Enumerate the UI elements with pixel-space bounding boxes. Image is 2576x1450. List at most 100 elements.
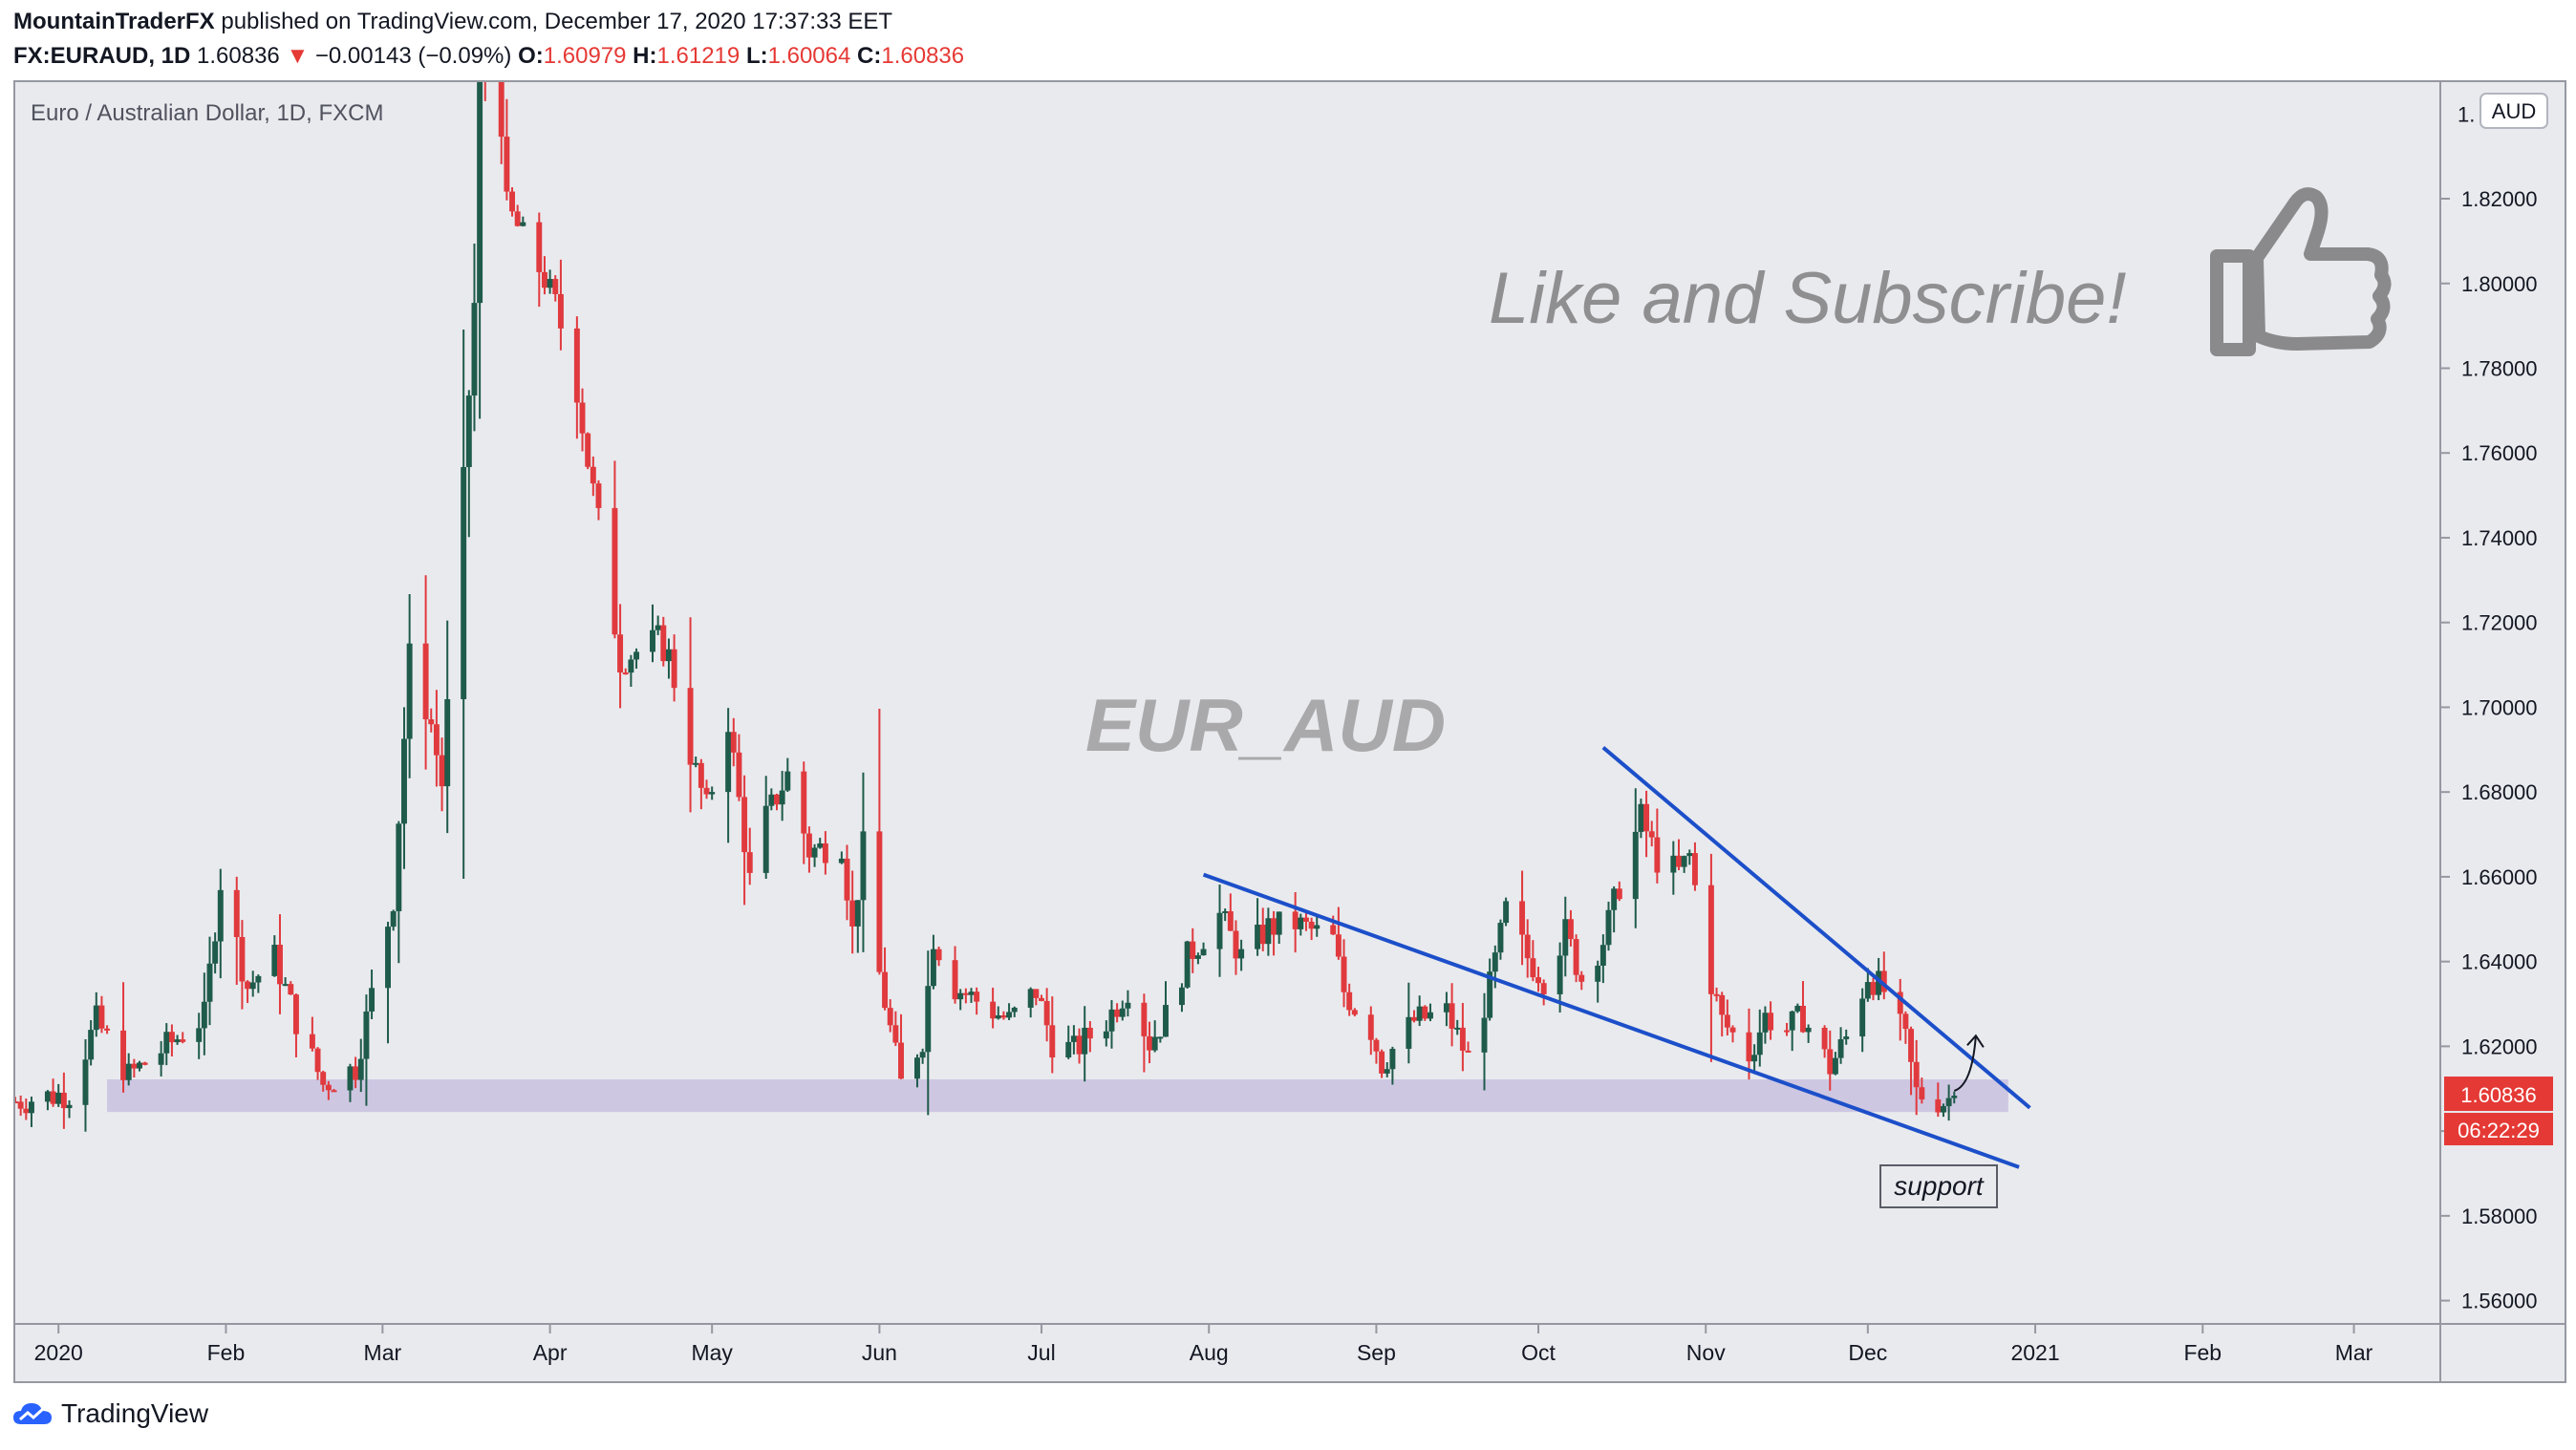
candle-body [1259,924,1266,945]
candle-body [1033,989,1040,998]
candle-body [1271,918,1277,935]
candle-body [1681,856,1687,867]
candle-body [746,852,753,873]
tradingview-cloud-icon [13,1403,52,1424]
candle-body [1194,955,1201,959]
candle-body [1805,1027,1812,1033]
price-chart[interactable]: 1.560001.580001.600001.620001.640001.660… [15,82,2565,1381]
candle-body [1184,941,1191,988]
candle-body [990,1001,997,1019]
candle-body [233,889,240,938]
tradingview-logo[interactable]: TradingView [11,1393,208,1435]
candle-body [1335,934,1342,957]
time-tick-label: Dec [1848,1340,1887,1365]
candle-body [801,771,807,834]
candle-body [168,1032,175,1043]
publish-header: MountainTraderFX published on TradingVie… [13,6,892,38]
candle-body [1821,1027,1828,1050]
candle-body [962,992,969,995]
candle-body [390,910,397,928]
candle-body [1314,925,1320,929]
candle-body [1746,1032,1752,1062]
candle-body [1114,1009,1121,1017]
watermark-text: EUR_AUD [1085,683,1446,767]
candle-body [277,945,283,985]
price-tick-label: 1.62000 [2461,1034,2538,1058]
author-name[interactable]: MountainTraderFX [13,9,215,34]
price-tick-label: 1.66000 [2461,865,2538,889]
candle-body [369,988,376,1012]
candle-body [1190,941,1196,959]
candle-body [557,293,564,329]
time-tick-label: Jun [862,1340,897,1365]
candle-body [245,981,251,990]
candle-body [1686,853,1693,857]
candle-body [1082,1027,1088,1055]
candle-body [44,1091,51,1102]
candle-body [1341,956,1347,992]
candle-body [465,395,472,467]
candle-body [1897,992,1903,1014]
candle-body [1302,917,1309,923]
open-label: O: [518,43,544,69]
candle-body [1530,958,1536,978]
price-tick-label: 1.64000 [2461,950,2538,974]
candle-body [1346,992,1353,1011]
candle-body [1599,945,1606,966]
high-label: H: [633,43,657,69]
support-label-box: support [1879,1164,1998,1208]
candle-body [504,137,510,192]
candle-body [1481,1017,1488,1053]
price-tick-label: 1. [2458,102,2475,126]
candle-body [1713,993,1720,996]
candle-body [1784,1030,1791,1033]
price-tick-label: 1.56000 [2461,1290,2538,1313]
candle-body [1524,934,1531,959]
candle-body [353,1066,359,1080]
candle-body [1913,1061,1920,1088]
candle-body [309,1034,315,1049]
candle-body [1492,952,1498,972]
candle-body [422,643,429,720]
candle-body [239,937,246,982]
candle-body [1238,949,1245,959]
candle-body [23,1108,30,1114]
symbol-label: FX:EURAUD, 1D [13,43,191,69]
candle-body [1416,1006,1423,1021]
candle-body [1503,901,1510,924]
open-value: 1.60979 [543,43,627,69]
last-price-tag [2444,1077,2553,1112]
close-label: C: [857,43,882,69]
candle-body [552,279,559,294]
candle-body [50,1091,56,1104]
candle-body [730,732,737,753]
candle-body [1276,911,1282,935]
candle-body [1039,997,1044,1001]
arrowhead-icon [1966,1034,1985,1048]
candle-body [882,971,889,1009]
candle-body [1864,982,1871,999]
candle-body [1065,1041,1072,1058]
candle-body [1616,888,1622,900]
candle-body [1756,1032,1763,1056]
currency-badge[interactable]: AUD [2479,93,2548,129]
candle-body [1027,989,1034,1008]
candle-body [1648,831,1655,838]
candle-body [255,975,262,983]
time-tick-label: Jul [1027,1340,1055,1365]
last-price: 1.60836 [197,43,280,69]
candle-body [1908,1029,1915,1062]
candle-body [1265,918,1272,945]
candle-body [762,805,769,873]
candle-body [779,790,785,805]
candle-body [1859,998,1866,1037]
candle-body [628,659,634,673]
candle-body [925,986,932,1053]
candle-body [898,1042,904,1079]
candle-body [633,651,640,660]
forecast-arrow [1953,1035,1977,1092]
candle-body [1837,1038,1844,1058]
candle-body [968,992,975,995]
candle-body [201,1001,207,1029]
candle-body [1605,909,1612,946]
